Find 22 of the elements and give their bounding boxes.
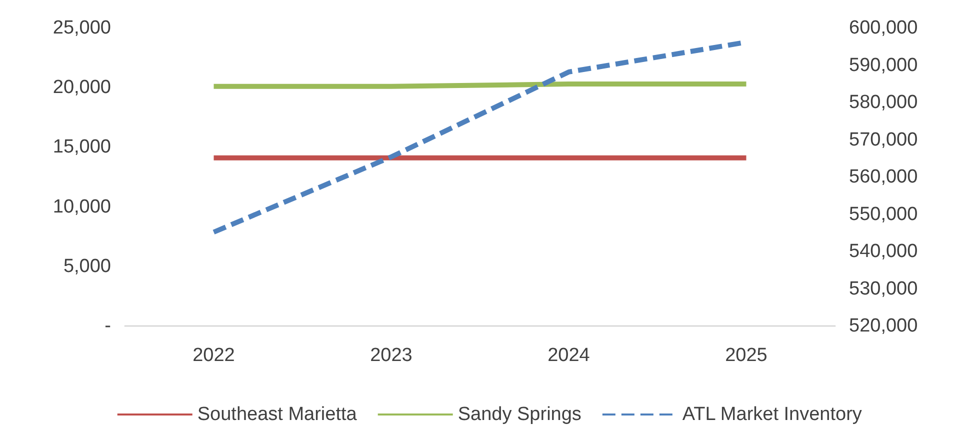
y2-tick-label: 570,000: [849, 129, 918, 150]
legend-label: Southeast Marietta: [197, 404, 358, 425]
legend-label: Sandy Springs: [458, 404, 582, 425]
y-tick-label: 25,000: [52, 18, 111, 38]
y2-tick-label: 580,000: [849, 92, 918, 113]
y2-tick-label: 550,000: [849, 204, 918, 225]
x-tick-label: 2024: [548, 345, 590, 366]
y-tick-label: 20,000: [52, 77, 111, 98]
x-tick-label: 2023: [370, 345, 412, 366]
y-tick-label: 5,000: [63, 256, 111, 277]
y2-tick-label: 600,000: [849, 18, 918, 38]
y2-tick-label: 590,000: [849, 54, 918, 76]
y-tick-label: -: [104, 316, 111, 336]
y2-tick-label: 520,000: [849, 316, 918, 336]
x-tick-label: 2025: [725, 345, 768, 366]
y2-tick-label: 530,000: [849, 278, 918, 300]
x-tick-label: 2022: [192, 345, 235, 366]
y2-tick-label: 540,000: [849, 241, 918, 262]
y2-tick-label: 560,000: [849, 166, 918, 188]
y-tick-label: 10,000: [52, 196, 111, 218]
y-tick-label: 15,000: [52, 136, 111, 158]
legend-label: ATL Market Inventory: [682, 404, 862, 425]
